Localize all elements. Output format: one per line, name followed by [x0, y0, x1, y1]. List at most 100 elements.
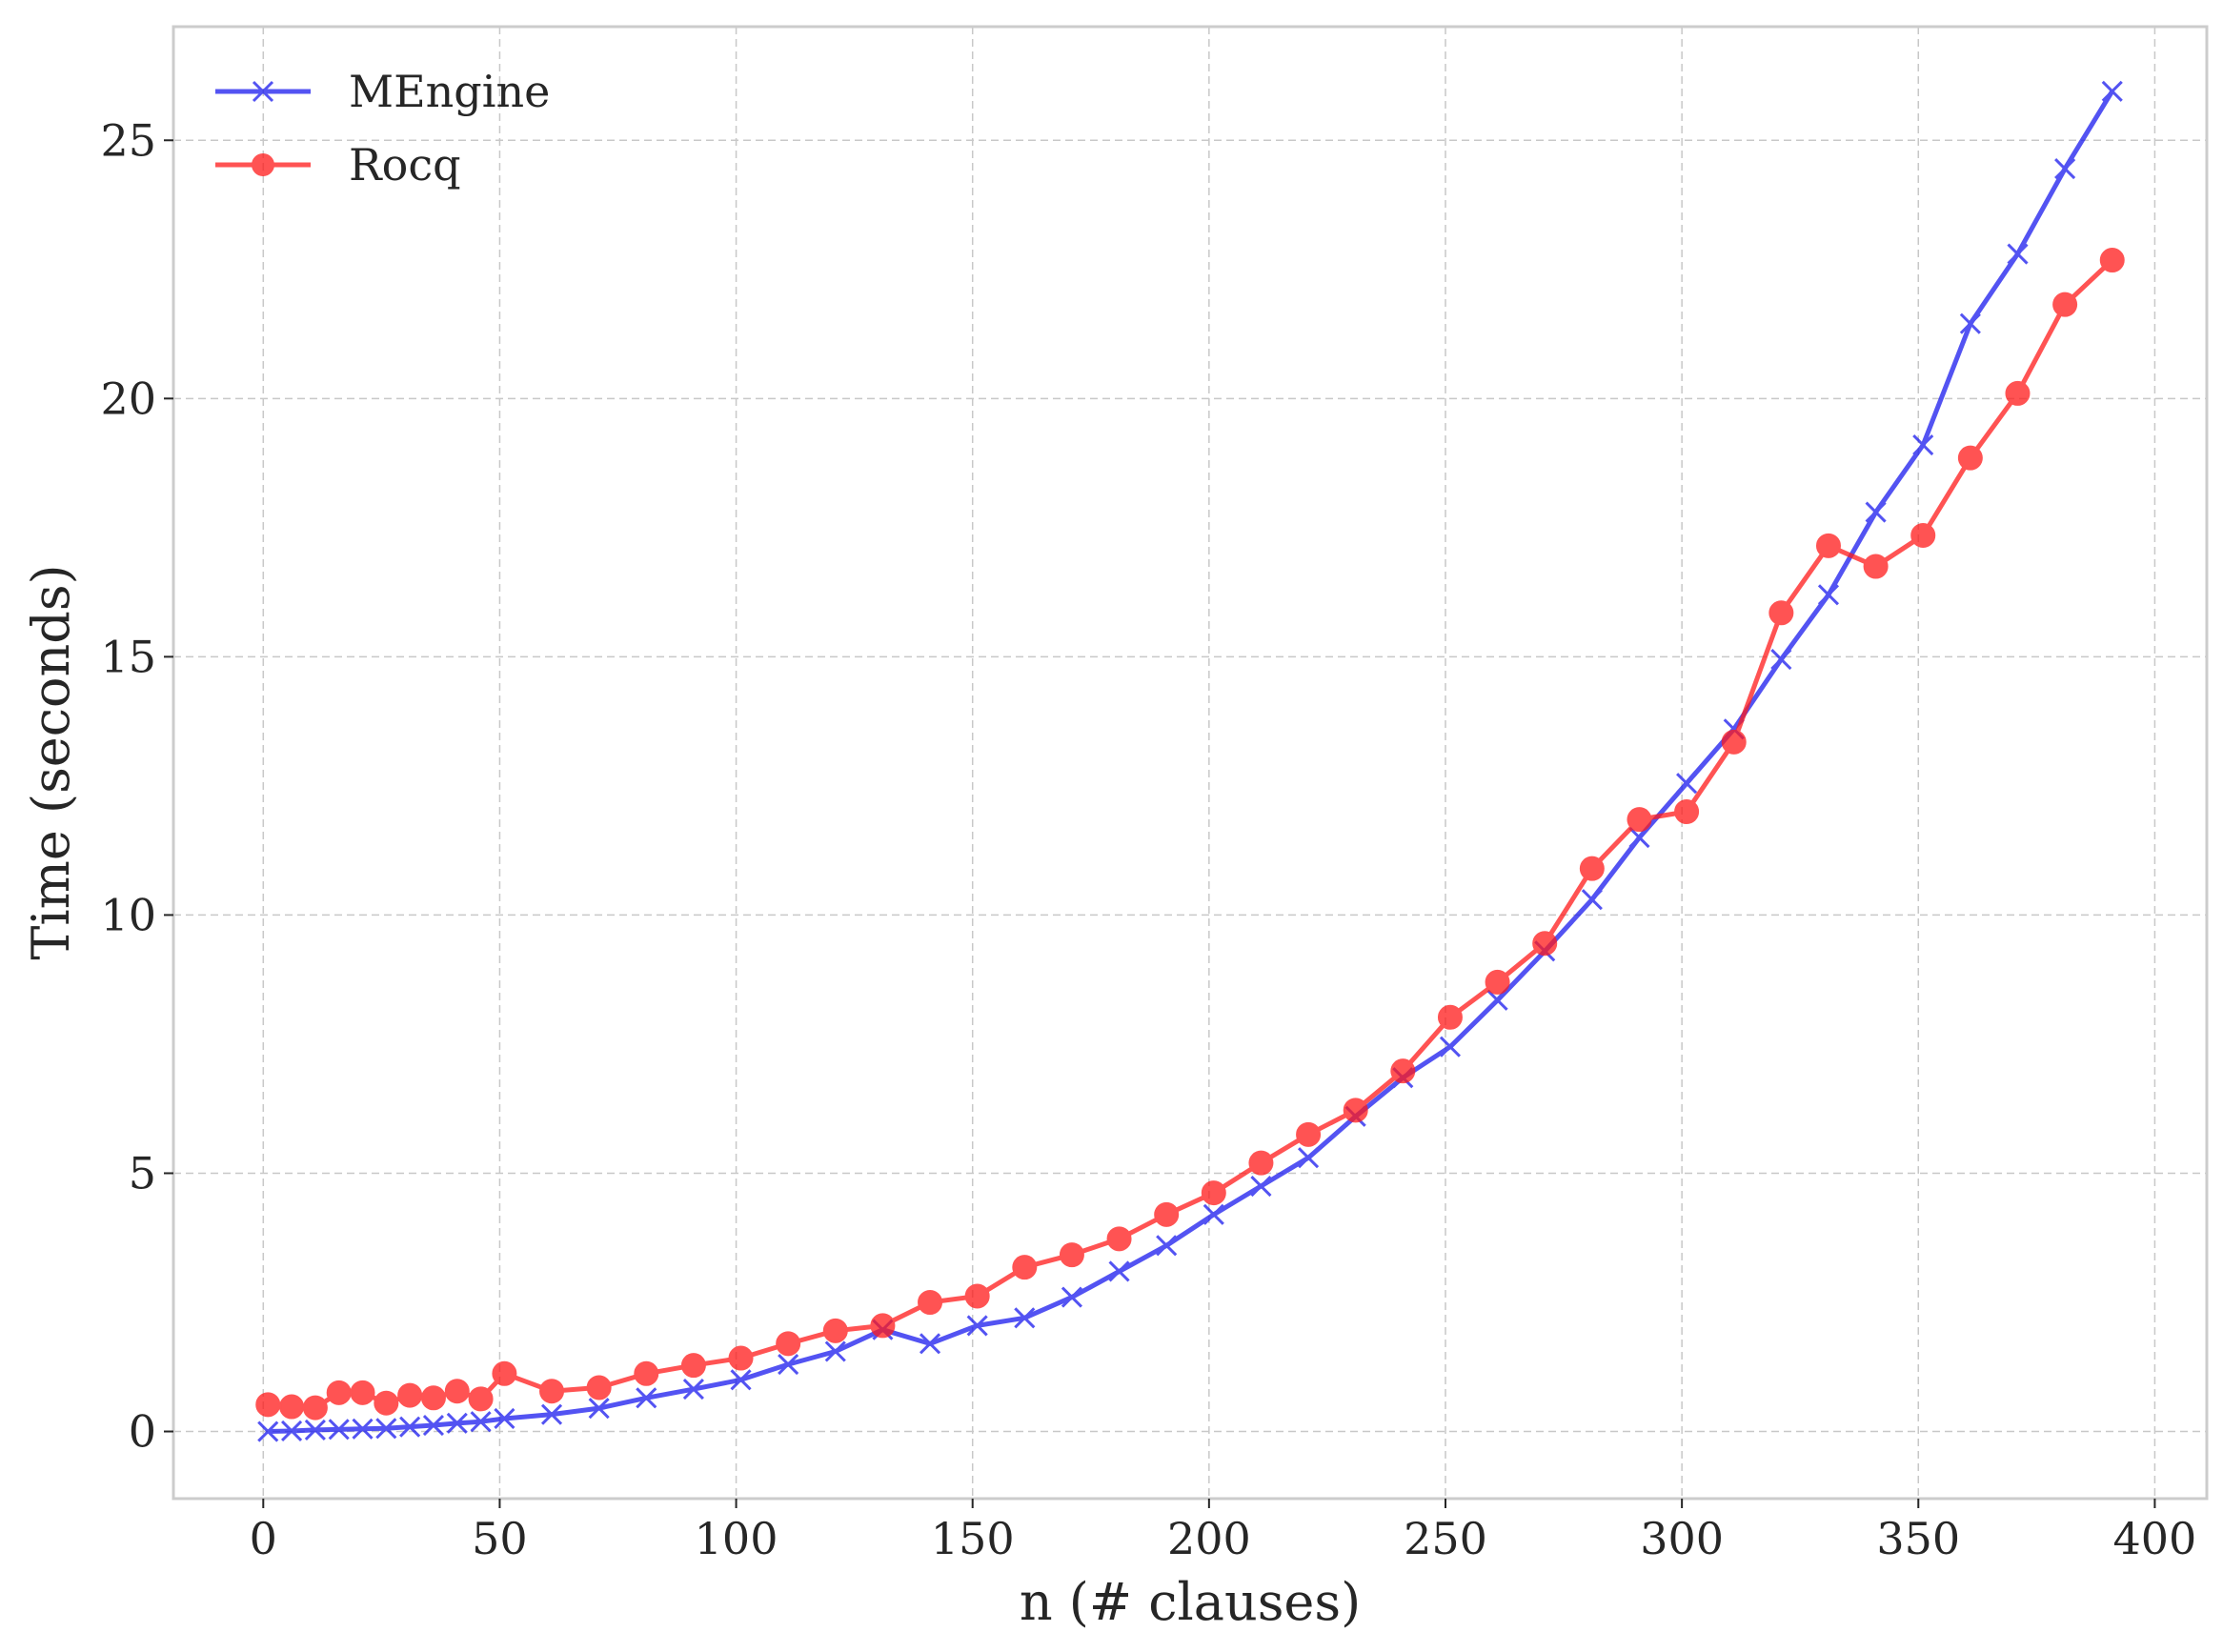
data-point-mengine — [919, 1333, 941, 1355]
data-point-mengine — [328, 1419, 350, 1440]
data-point-mengine — [1298, 1147, 1320, 1169]
data-point-rocq — [1957, 445, 1983, 471]
data-point-mengine — [824, 1340, 846, 1362]
marker-stroke — [446, 1412, 468, 1434]
data-point-rocq — [1012, 1255, 1038, 1280]
marker-stroke — [1156, 1235, 1178, 1257]
data-point-mengine — [422, 1414, 445, 1437]
data-point-mengine — [446, 1412, 468, 1434]
marker-stroke — [730, 1369, 752, 1391]
data-point-mengine — [281, 1420, 303, 1442]
legend-item-mengine: MEngine — [215, 66, 550, 117]
data-point-rocq — [1627, 807, 1652, 833]
data-point-mengine — [1156, 1235, 1178, 1257]
marker-stroke — [422, 1414, 445, 1437]
data-point-mengine — [1202, 1203, 1224, 1225]
marker-stroke — [1439, 1036, 1462, 1058]
marker-stroke — [1202, 1203, 1224, 1225]
data-point-rocq — [1815, 533, 1841, 558]
marker-stroke — [252, 80, 274, 103]
marker-stroke — [588, 1398, 610, 1420]
data-point-rocq — [397, 1382, 423, 1408]
y-tick-label: 15 — [100, 631, 156, 682]
data-point-rocq — [539, 1379, 565, 1404]
legend-item-rocq: Rocq — [215, 139, 461, 191]
grid-lines — [173, 27, 2207, 1499]
data-point-rocq — [1768, 600, 1794, 626]
marker-stroke — [1486, 989, 1508, 1011]
data-point-rocq — [1721, 729, 1747, 755]
marker-stroke — [824, 1340, 846, 1362]
data-point-rocq — [2099, 248, 2125, 273]
y-tick-label: 25 — [100, 114, 156, 166]
marker-stroke — [1865, 501, 1887, 523]
data-point-rocq — [255, 1392, 281, 1418]
data-point-mengine — [1581, 889, 1603, 911]
marker-stroke — [1014, 1307, 1036, 1329]
data-point-rocq — [1579, 856, 1605, 881]
data-point-rocq — [492, 1360, 517, 1386]
data-point-mengine — [1817, 584, 1840, 606]
y-tick-label: 0 — [129, 1406, 156, 1458]
data-point-rocq — [279, 1394, 305, 1420]
marker-stroke — [540, 1403, 563, 1425]
data-point-rocq — [1296, 1121, 1322, 1147]
marker-stroke — [2007, 243, 2029, 265]
data-point-rocq — [728, 1345, 754, 1371]
x-tick-label: 350 — [1876, 1513, 1960, 1564]
data-point-mengine — [1486, 989, 1508, 1011]
data-point-rocq — [420, 1385, 446, 1411]
data-point-mengine — [352, 1418, 374, 1440]
legend-marker-mengine — [252, 80, 274, 103]
data-point-rocq — [776, 1331, 801, 1357]
data-point-rocq — [1106, 1226, 1132, 1252]
data-point-rocq — [634, 1360, 659, 1386]
y-axis-title: Time (seconds) — [21, 564, 81, 959]
marker-stroke — [281, 1420, 303, 1442]
marker-stroke — [1770, 649, 1792, 671]
series-line-mengine — [268, 90, 2114, 1434]
data-point-mengine — [1061, 1286, 1082, 1308]
data-point-mengine — [494, 1407, 515, 1430]
y-tick-label: 20 — [100, 373, 156, 424]
data-point-mengine — [730, 1369, 752, 1391]
data-point-mengine — [257, 1420, 279, 1442]
legend-swatch-mengine — [215, 80, 311, 103]
data-point-mengine — [540, 1403, 563, 1425]
series-rocq — [255, 248, 2125, 1420]
data-point-mengine — [1959, 312, 1981, 334]
data-point-mengine — [470, 1411, 492, 1433]
data-point-rocq — [1437, 1004, 1463, 1030]
data-point-rocq — [2052, 292, 2078, 317]
data-point-rocq — [326, 1380, 352, 1405]
data-point-rocq — [1390, 1058, 1416, 1084]
data-point-rocq — [374, 1390, 399, 1416]
marker-stroke — [966, 1315, 988, 1337]
data-point-rocq — [586, 1375, 612, 1400]
data-point-mengine — [2101, 80, 2123, 102]
series-line-rocq — [268, 258, 2114, 1411]
x-tick-label: 300 — [1640, 1513, 1724, 1564]
series-layer — [255, 80, 2125, 1442]
marker-stroke — [919, 1333, 941, 1355]
data-point-mengine — [1865, 501, 1887, 523]
data-point-rocq — [1863, 554, 1889, 579]
legend-swatch-rocq — [215, 153, 311, 176]
plot-frame — [172, 25, 2209, 1501]
data-point-mengine — [1676, 773, 1698, 795]
data-point-mengine — [1439, 1036, 1462, 1058]
data-point-mengine — [682, 1379, 704, 1400]
data-point-mengine — [1250, 1175, 1272, 1198]
marker-stroke — [636, 1387, 657, 1409]
x-tick-label: 200 — [1167, 1513, 1251, 1564]
data-point-mengine — [588, 1398, 610, 1420]
data-point-mengine — [966, 1315, 988, 1337]
marker-stroke — [1817, 584, 1840, 606]
marker-stroke — [1250, 1175, 1272, 1198]
data-point-mengine — [1912, 434, 1934, 456]
x-tick-label: 50 — [472, 1513, 528, 1564]
data-point-rocq — [918, 1290, 943, 1315]
data-point-rocq — [1532, 931, 1558, 957]
data-point-mengine — [2007, 243, 2029, 265]
